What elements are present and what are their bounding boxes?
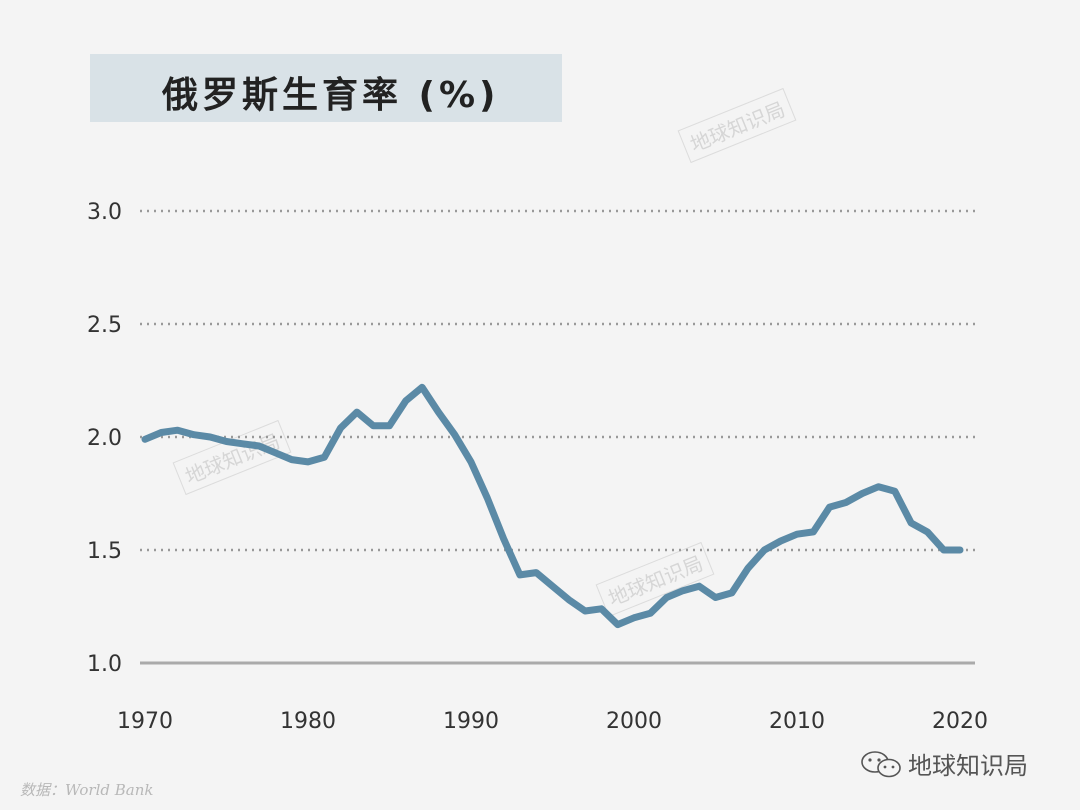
y-tick-label: 2.5 (87, 313, 122, 338)
series-line (141, 383, 964, 629)
x-tick-label: 1980 (280, 709, 336, 734)
y-tick-label: 1.5 (87, 539, 122, 564)
x-tick-label: 2020 (932, 709, 988, 734)
x-tick-label: 2000 (606, 709, 662, 734)
chart-title: 俄罗斯生育率 (%) (162, 75, 500, 116)
x-tick-label: 1970 (117, 709, 173, 734)
x-tick-label: 1990 (443, 709, 499, 734)
y-tick-label: 1.0 (87, 652, 122, 677)
title-banner: 俄罗斯生育率 (%) (90, 54, 562, 122)
y-tick-label: 2.0 (87, 426, 122, 451)
x-tick-label: 2010 (769, 709, 825, 734)
brand-name: 地球知识局 (908, 752, 1028, 780)
brand: 地球知识局 (860, 746, 1028, 781)
wechat-icon (861, 750, 901, 777)
y-tick-label: 3.0 (87, 200, 122, 225)
source-note: 数据：World Bank (20, 781, 154, 799)
